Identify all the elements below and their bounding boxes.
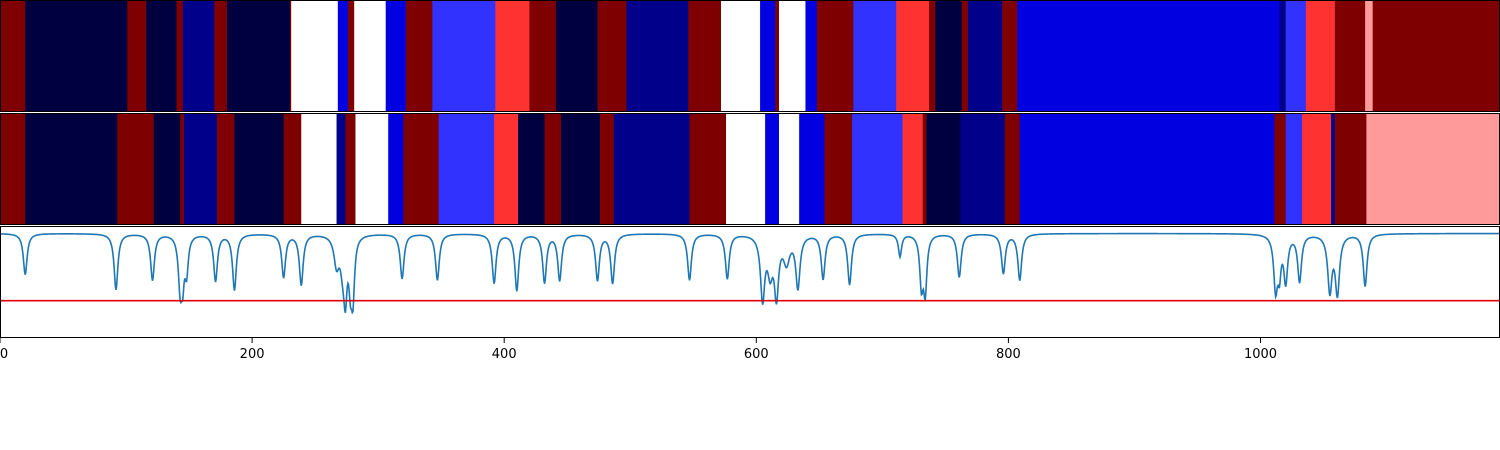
heatmap-cell (25, 0, 128, 112)
heatmap-cell (336, 113, 346, 225)
heatmap-cell (721, 0, 761, 112)
heatmap-cell (689, 113, 727, 225)
heatmap-cell (403, 113, 440, 225)
trace-line (0, 232, 1500, 315)
heatmap-cell (600, 113, 615, 225)
heatmap-cell (153, 113, 181, 225)
heatmap-cell (337, 0, 349, 112)
heatmap-cell (1017, 0, 1280, 112)
heatmap-cell (146, 0, 177, 112)
heatmap-track-2 (0, 113, 1500, 225)
heatmap-cell (775, 0, 780, 112)
heatmap-cell (0, 0, 26, 112)
heatmap-cell (127, 0, 147, 112)
heatmap-cell (1366, 113, 1500, 225)
heatmap-cell (852, 113, 903, 225)
heatmap-cell (688, 0, 722, 112)
heatmap-cell (283, 113, 302, 225)
heatmap-cell (626, 0, 689, 112)
heatmap-cell (816, 0, 854, 112)
heatmap-cell (529, 0, 557, 112)
heatmap-cell (405, 0, 433, 112)
heatmap-cell (1285, 0, 1307, 112)
heatmap-cell (778, 113, 800, 225)
heatmap-cell (926, 113, 961, 225)
heatmap-cell (902, 113, 924, 225)
heatmap-cell (805, 0, 818, 112)
heatmap-cell (1019, 113, 1275, 225)
heatmap-cell (216, 113, 235, 225)
heatmap-cell (896, 0, 930, 112)
heatmap-cell (180, 113, 185, 225)
x-tick-label: 0 (0, 347, 8, 362)
heatmap-cell (778, 0, 806, 112)
heatmap-cell (438, 113, 495, 225)
trace-axes (0, 232, 1500, 315)
heatmap-track-1 (0, 0, 1500, 112)
heatmap-cell (555, 0, 598, 112)
heatmap-cell (518, 113, 545, 225)
heatmap-cell (345, 113, 356, 225)
heatmap-cell (388, 113, 404, 225)
heatmap-cell (385, 0, 407, 112)
heatmap-cell (354, 0, 387, 112)
heatmap-cell (1302, 113, 1332, 225)
heatmap-cell (495, 0, 530, 112)
heatmap-cell (613, 113, 690, 225)
heatmap-cell (1279, 0, 1287, 112)
heatmap-cell (117, 113, 155, 225)
heatmap-cell (1334, 113, 1367, 225)
heatmap-cell (1331, 113, 1336, 225)
heatmap-cell (1285, 113, 1303, 225)
heatmap-cell (544, 113, 562, 225)
x-tick-label: 800 (996, 347, 1021, 362)
heatmap-cell (935, 0, 963, 112)
heatmap-cell (961, 0, 969, 112)
heatmap-cell (226, 0, 291, 112)
heatmap-cell (922, 113, 927, 225)
heatmap-cell (799, 113, 825, 225)
heatmap-cell (291, 0, 339, 112)
heatmap-cell (176, 0, 184, 112)
heatmap-cell (1274, 113, 1287, 225)
heatmap-cell (0, 113, 26, 225)
heatmap-cell (726, 113, 766, 225)
heatmap-cell (597, 0, 627, 112)
heatmap-cell (25, 113, 118, 225)
heatmap-cell (765, 113, 780, 225)
heatmap-cell (184, 113, 218, 225)
heatmap-cell (1305, 0, 1336, 112)
x-axis: 0 200 400 600 800 1000 (0, 338, 1277, 362)
heatmap-cell (560, 113, 601, 225)
heatmap-cell (853, 0, 897, 112)
heatmap-cell (289, 0, 292, 112)
heatmap-cell (1004, 113, 1021, 225)
heatmap-cell (214, 0, 228, 112)
heatmap-cell (432, 0, 496, 112)
heatmap-cell (355, 113, 389, 225)
heatmap-cell (182, 0, 215, 112)
heatmap-cell (1334, 0, 1366, 112)
heatmap-cell (968, 0, 1003, 112)
heatmap-cell (824, 113, 853, 225)
heatmap-cell (928, 0, 936, 112)
heatmap-cell (494, 113, 519, 225)
heatmap-cell (1372, 0, 1500, 112)
heatmap-cell (347, 0, 355, 112)
x-tick-label: 600 (744, 347, 769, 362)
heatmap-cell (960, 113, 1006, 225)
heatmap-cell (301, 113, 337, 225)
heatmap-cell (1365, 0, 1374, 112)
heatmap-cell (234, 113, 285, 225)
heatmap-cell (1002, 0, 1018, 112)
x-tick-label: 1000 (1244, 347, 1277, 362)
x-tick-label: 200 (240, 347, 265, 362)
x-tick-label: 400 (492, 347, 517, 362)
heatmap-cell (760, 0, 776, 112)
